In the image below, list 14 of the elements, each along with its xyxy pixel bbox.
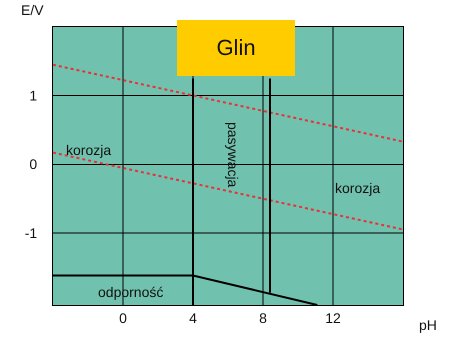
x-tick-label: 8 [259, 310, 268, 326]
x-tick-label: 0 [119, 310, 128, 326]
x-axis-title: pH [419, 317, 437, 333]
label-box: Glin [177, 20, 295, 76]
x-tick-label: 4 [189, 310, 198, 326]
y-tick-label: 0 [29, 156, 38, 172]
x-tick-label: 12 [325, 310, 341, 326]
y-axis-title: E/V [21, 2, 44, 18]
annotation: pasywacja [224, 122, 241, 188]
chart-title: Glin [216, 35, 256, 61]
annotation: korozja [335, 180, 380, 196]
y-tick-label: -1 [24, 224, 38, 241]
annotation: korozja [66, 142, 112, 158]
y-tick-label: 1 [29, 88, 38, 104]
